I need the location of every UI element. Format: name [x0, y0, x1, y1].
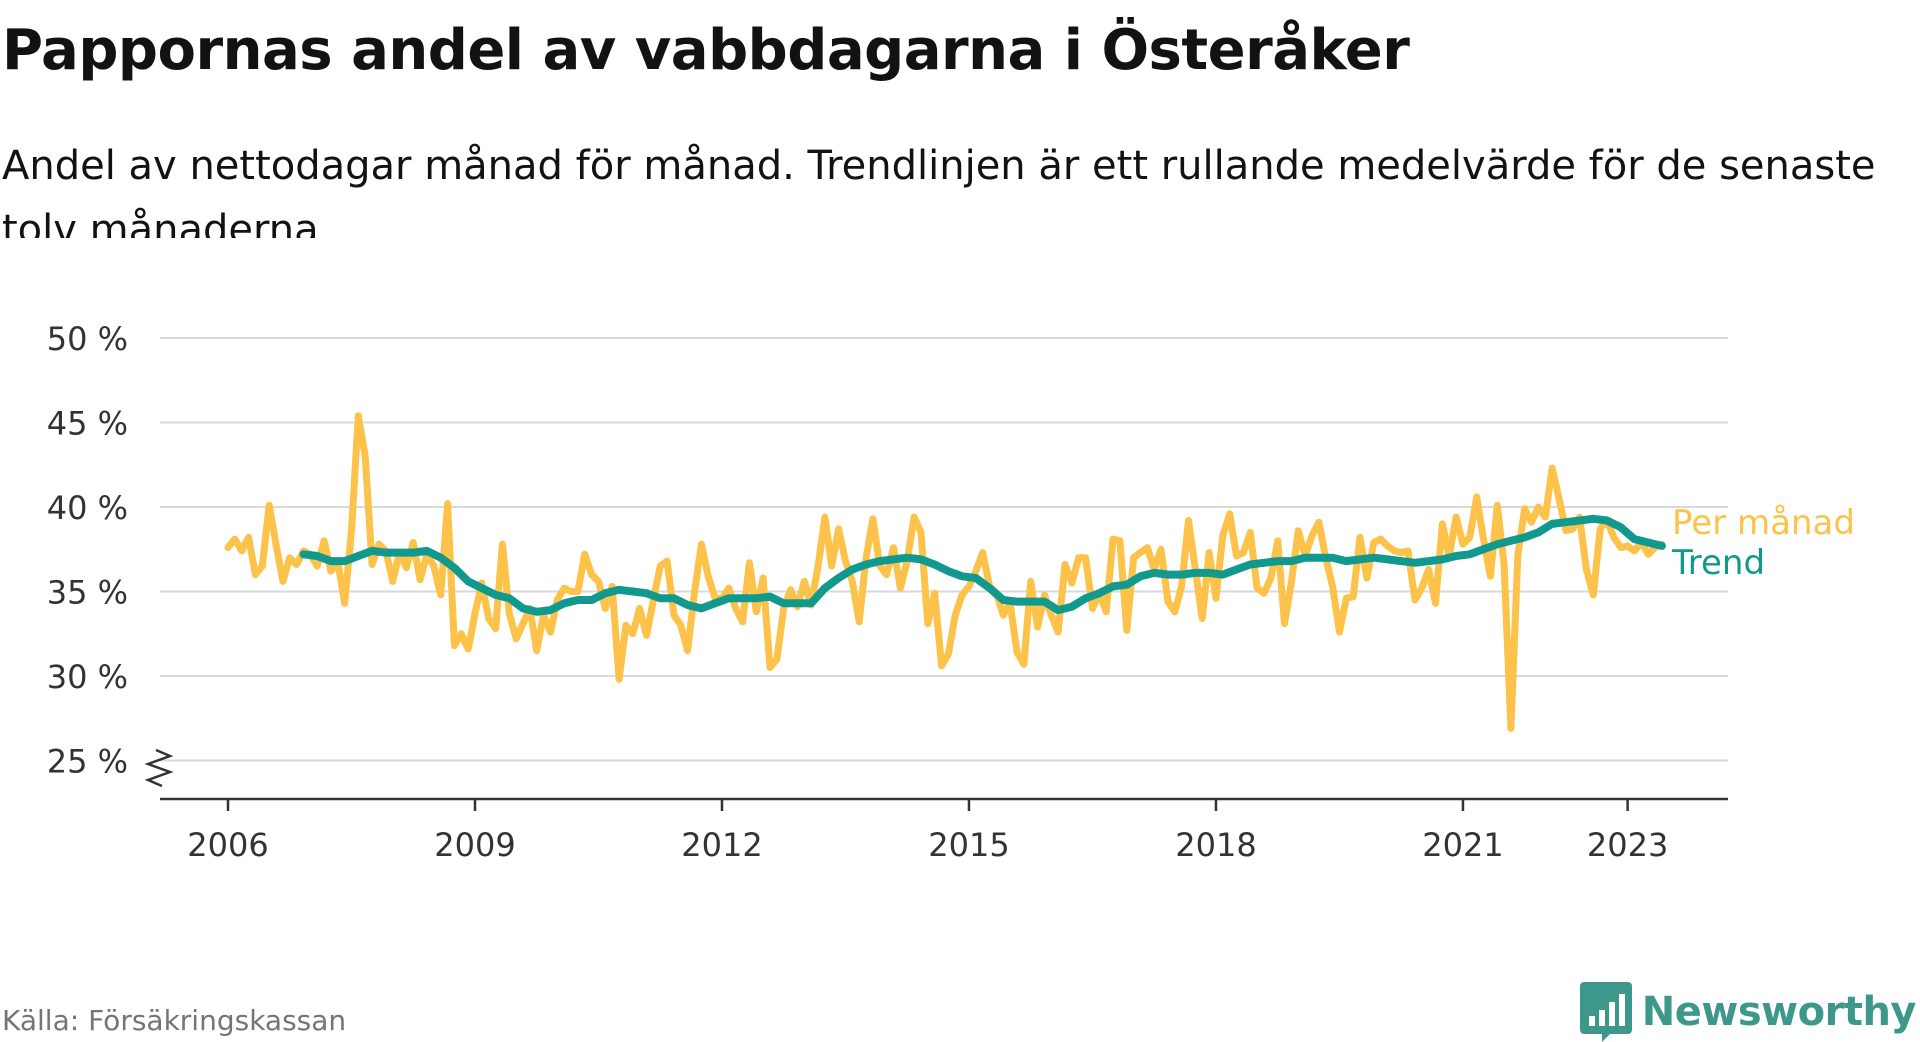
y-tick-label: 25 %: [47, 743, 128, 781]
y-tick-label: 40 %: [47, 489, 128, 527]
y-tick-label: 50 %: [47, 320, 128, 358]
series-label-per-manad: Per månad: [1672, 503, 1855, 543]
series-label-trend: Trend: [1671, 543, 1765, 583]
chart-subtitle: Andel av nettodagar månad för månad. Tre…: [2, 143, 1876, 238]
series-line-trend: [299, 514, 1666, 616]
x-tick-label: 2012: [681, 826, 762, 864]
x-tick-label: 2021: [1422, 826, 1503, 864]
line-chart: 25 % 30 % 35 % 40 % 45 % 50 % 2006 2009 2012 2015…: [47, 320, 1855, 864]
logo-chart-icon: [1579, 982, 1632, 1042]
y-tick-label: 30 %: [47, 658, 128, 696]
x-tick-label: 2006: [187, 826, 268, 864]
x-tick-label: 2009: [434, 826, 515, 864]
x-tick-label: 2023: [1587, 826, 1668, 864]
x-tick-label: 2018: [1175, 826, 1256, 864]
newsworthy-logo: Newsworthy: [1579, 982, 1917, 1042]
series-line-per-manad: [224, 412, 1666, 732]
brand-name: Newsworthy: [1641, 989, 1917, 1035]
chart-title: Pappornas andel av vabbdagarna i Österåk…: [2, 18, 1410, 83]
y-tick-label: 35 %: [47, 574, 128, 612]
source-credit: Källa: Försäkringskassan: [2, 1004, 347, 1037]
x-tick-label: 2015: [928, 826, 1009, 864]
y-tick-label: 45 %: [47, 405, 128, 443]
y-axis-break-icon: [144, 748, 174, 788]
